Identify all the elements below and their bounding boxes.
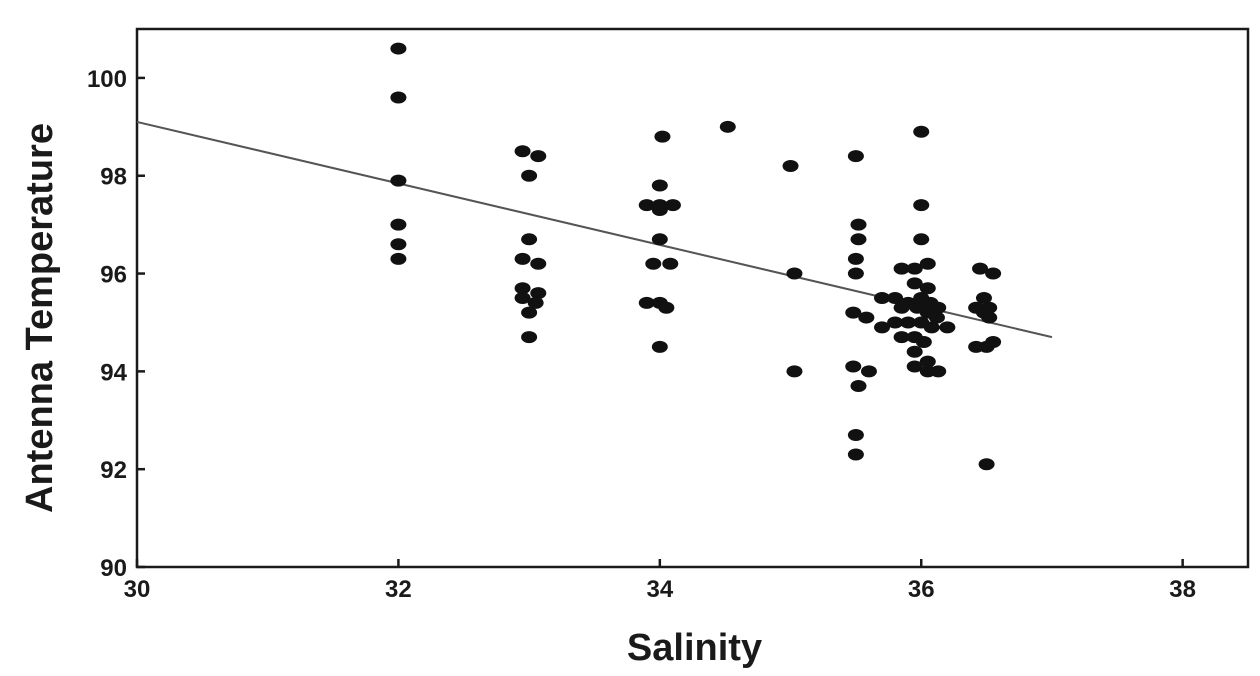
data-point (913, 125, 930, 138)
data-point (847, 252, 864, 265)
data-point (906, 262, 923, 275)
data-point (521, 169, 538, 182)
data-point (645, 257, 662, 270)
x-tick-label: 30 (124, 576, 151, 603)
data-point (514, 252, 531, 265)
y-axis-title: Antenna Temperature (19, 123, 61, 513)
y-tick-label: 92 (100, 457, 127, 484)
y-tick-label: 94 (100, 359, 127, 386)
data-point (651, 203, 668, 216)
data-point (530, 287, 547, 300)
data-point (530, 150, 547, 163)
data-point (930, 365, 947, 378)
data-point (874, 321, 891, 334)
data-point (847, 150, 864, 163)
data-point (913, 199, 930, 212)
data-point (985, 336, 1002, 349)
y-tick-label: 98 (100, 164, 127, 191)
data-point (850, 218, 867, 231)
data-point (845, 360, 862, 373)
data-point (981, 311, 998, 324)
data-point (913, 233, 930, 246)
data-point (887, 292, 904, 304)
data-point (847, 428, 864, 441)
data-point (390, 174, 407, 187)
data-point (874, 292, 891, 304)
data-point (662, 257, 679, 270)
data-point (658, 301, 675, 314)
data-point (893, 331, 910, 344)
data-point (845, 306, 862, 319)
data-point (847, 448, 864, 461)
data-point (985, 267, 1002, 280)
data-point (514, 145, 531, 158)
data-point (638, 296, 655, 309)
data-point (978, 458, 995, 471)
data-point (786, 365, 803, 378)
data-point (664, 199, 681, 212)
data-point (850, 380, 867, 393)
data-point (906, 277, 923, 290)
data-point (390, 218, 407, 231)
data-point (719, 120, 736, 133)
data-point (530, 257, 547, 270)
data-point (782, 159, 799, 172)
y-tick-label: 90 (100, 555, 127, 582)
x-axis-title: Salinity (627, 627, 762, 669)
data-point (847, 267, 864, 280)
plot-area: 30 32 34 36 38 90 92 94 96 98 100 (87, 27, 1250, 603)
data-point (521, 331, 538, 344)
data-point (514, 292, 531, 304)
data-point (975, 292, 992, 304)
data-point (893, 301, 910, 314)
data-point (638, 199, 655, 212)
data-point (527, 296, 544, 309)
data-point (900, 316, 917, 329)
data-point (893, 262, 910, 275)
data-point (939, 321, 956, 334)
data-point (651, 340, 668, 353)
data-point (521, 233, 538, 246)
x-tick-label: 34 (646, 576, 673, 603)
data-point (860, 365, 877, 378)
data-point (786, 267, 803, 280)
data-point (923, 321, 940, 334)
data-point (390, 252, 407, 265)
data-point (919, 282, 936, 295)
data-point (919, 257, 936, 270)
x-tick-label: 36 (908, 576, 935, 603)
data-point (850, 233, 867, 246)
data-point (390, 238, 407, 251)
data-point (919, 355, 936, 368)
data-point (651, 179, 668, 192)
x-tick-label: 38 (1169, 576, 1196, 603)
data-point (858, 311, 875, 324)
x-tick-label: 32 (385, 576, 412, 603)
data-point (906, 345, 923, 358)
data-point (915, 336, 932, 349)
plot-frame (135, 27, 1250, 569)
data-point (514, 282, 531, 295)
data-point (887, 316, 904, 329)
data-point (972, 262, 989, 275)
y-tick-label: 100 (87, 66, 127, 93)
data-point (928, 311, 945, 324)
data-point (390, 91, 407, 104)
data-point (654, 130, 671, 143)
data-point (651, 233, 668, 246)
data-point (521, 306, 538, 319)
y-tick-label: 96 (100, 262, 127, 289)
data-point (390, 42, 407, 55)
data-point (906, 360, 923, 373)
